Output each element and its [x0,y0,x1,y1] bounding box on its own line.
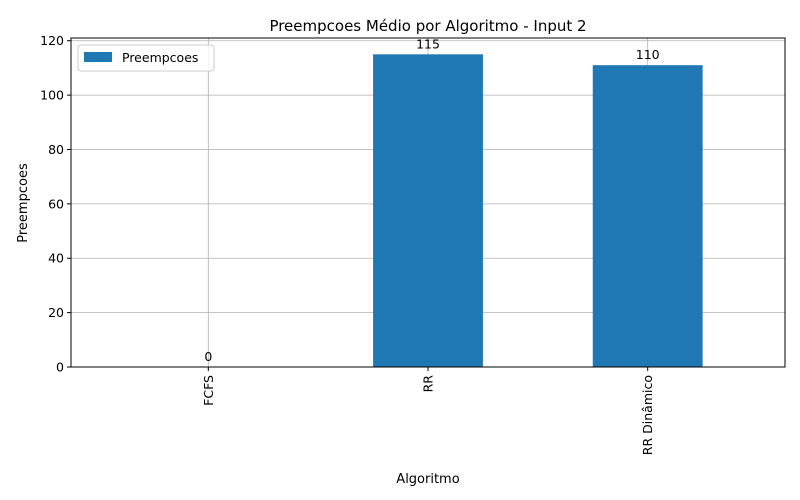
bar-rr [373,54,483,367]
legend-swatch [84,52,112,62]
y-axis-label: Preempcoes [16,163,31,243]
x-tick-label: RR [421,375,436,393]
legend-frame [77,44,215,72]
x-ticks-layer: FCFS RR RR Dinâmico [201,367,655,455]
y-tick-label: 20 [48,305,64,320]
y-tick-label: 40 [48,251,64,266]
data-label: 115 [416,36,440,51]
x-axis-label: Algoritmo [396,472,459,487]
y-tick-label: 100 [40,88,64,103]
x-tick-label: RR Dinâmico [640,375,655,455]
y-tick-label: 120 [40,33,64,48]
x-tick-label: FCFS [201,375,216,406]
chart-title: Preempcoes Médio por Algoritmo - Input 2 [269,17,586,35]
y-tick-label: 80 [48,142,64,157]
legend-label: Preempcoes [122,50,198,65]
data-label: 0 [204,349,212,364]
data-label: 110 [636,47,660,62]
y-ticks-layer: 0 20 40 60 80 100 120 [40,33,71,375]
y-tick-label: 0 [56,360,64,375]
bars-layer [373,54,703,367]
legend: Preempcoes [77,44,215,72]
bar-rr-din-mico [592,65,703,367]
data-labels-layer: 0 115 110 [204,36,659,364]
y-tick-label: 60 [48,196,64,211]
